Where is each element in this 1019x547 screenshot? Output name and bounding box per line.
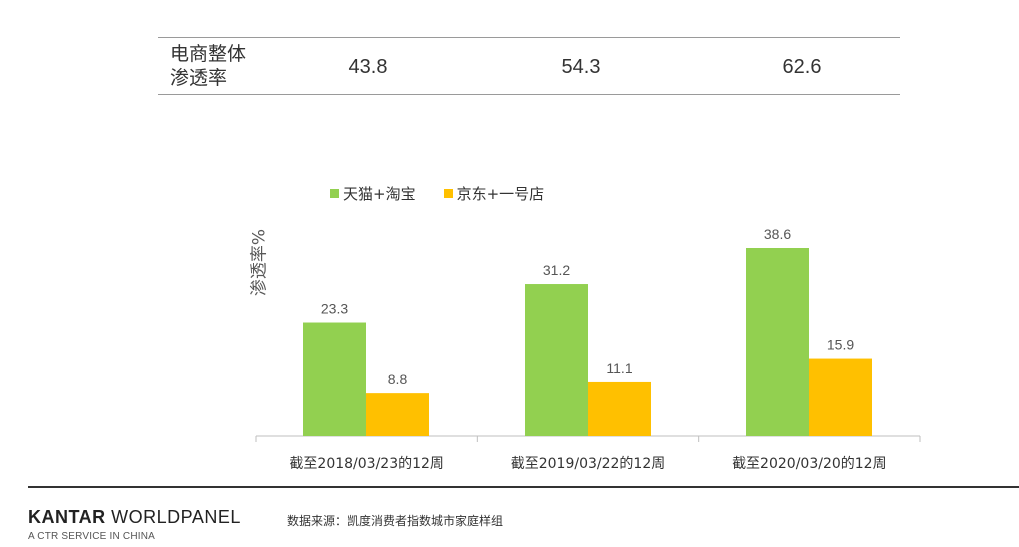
data-label-tmall-taobao-1: 31.2 xyxy=(543,262,570,278)
legend-item-tmall-taobao: 天猫+淘宝 xyxy=(330,183,416,204)
data-label-jd-yhd-1: 11.1 xyxy=(606,360,632,376)
brand-rest-text: WORLDPANEL xyxy=(105,507,241,527)
legend-item-jd-yhd: 京东+一号店 xyxy=(443,183,545,204)
penetration-summary-table: 电商整体 渗透率 43.8 54.3 62.6 xyxy=(158,37,900,95)
data-label-tmall-taobao-0: 23.3 xyxy=(321,301,348,317)
legend-label-jd-yhd: 京东+一号店 xyxy=(456,184,545,203)
data-label-jd-yhd-2: 15.9 xyxy=(827,337,854,353)
x-tick-label-1: 截至2019/03/22的12周 xyxy=(511,456,666,472)
summary-value-2019: 54.3 xyxy=(561,56,601,78)
data-label-jd-yhd-0: 8.8 xyxy=(388,371,408,387)
legend-swatch-orange xyxy=(443,188,453,198)
footer-divider xyxy=(28,486,1019,488)
x-tick-label-0: 截至2018/03/23的12周 xyxy=(289,456,444,472)
data-source-note: 数据来源：凯度消费者指数城市家庭样组 xyxy=(287,514,504,528)
legend-swatch-green xyxy=(330,188,339,198)
x-tick-label-2: 截至2020/03/20的12周 xyxy=(732,456,887,472)
summary-row-label: 电商整体 渗透率 xyxy=(170,42,246,90)
summary-value-2020: 62.6 xyxy=(782,56,822,78)
kantar-worldpanel-logo: KANTAR WORLDPANEL xyxy=(28,507,241,527)
chart-legend: 天猫+淘宝 京东+一号店 xyxy=(330,183,572,203)
brand-bold-text: KANTAR xyxy=(28,507,106,527)
data-label-tmall-taobao-2: 38.6 xyxy=(764,226,791,242)
summary-value-2018: 43.8 xyxy=(348,56,388,78)
summary-label-line1: 电商整体 xyxy=(170,43,247,65)
bar-jd-yhd-1 xyxy=(588,381,651,436)
bar-jd-yhd-0 xyxy=(366,393,429,436)
brand-subtitle: A CTR SERVICE IN CHINA xyxy=(28,531,156,542)
bar-tmall-taobao-0 xyxy=(303,322,366,436)
bar-jd-yhd-2 xyxy=(809,358,872,436)
legend-label-tmall-taobao: 天猫+淘宝 xyxy=(343,184,416,203)
summary-label-line2: 渗透率 xyxy=(170,67,228,89)
bar-tmall-taobao-2 xyxy=(746,248,809,436)
bar-tmall-taobao-1 xyxy=(525,284,588,436)
